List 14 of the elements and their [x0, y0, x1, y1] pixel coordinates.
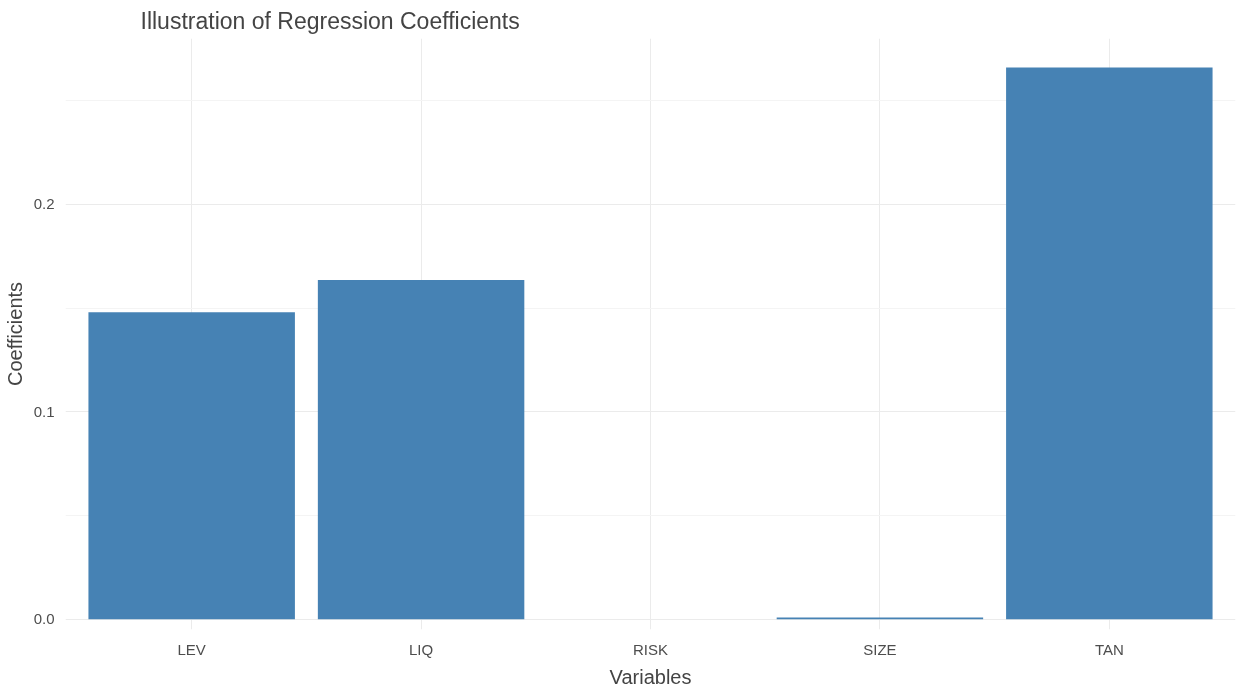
- bar: [317, 280, 525, 620]
- x-tick-label: TAN: [1094, 640, 1124, 658]
- y-tick-label: 0.0: [33, 610, 55, 628]
- x-tick-label: LEV: [177, 640, 206, 658]
- y-tick-label: 0.1: [33, 402, 55, 420]
- x-axis-title: Variables: [609, 665, 692, 688]
- x-tick-label: SIZE: [863, 640, 897, 658]
- bar: [88, 312, 295, 620]
- chart-title: Illustration of Regression Coefficients: [140, 7, 520, 34]
- x-tick-label: RISK: [633, 640, 669, 658]
- y-axis-title: Coefficients: [3, 281, 26, 387]
- x-tick-label: LIQ: [409, 640, 434, 658]
- bar: [1006, 67, 1213, 620]
- y-tick-label: 0.2: [33, 195, 55, 213]
